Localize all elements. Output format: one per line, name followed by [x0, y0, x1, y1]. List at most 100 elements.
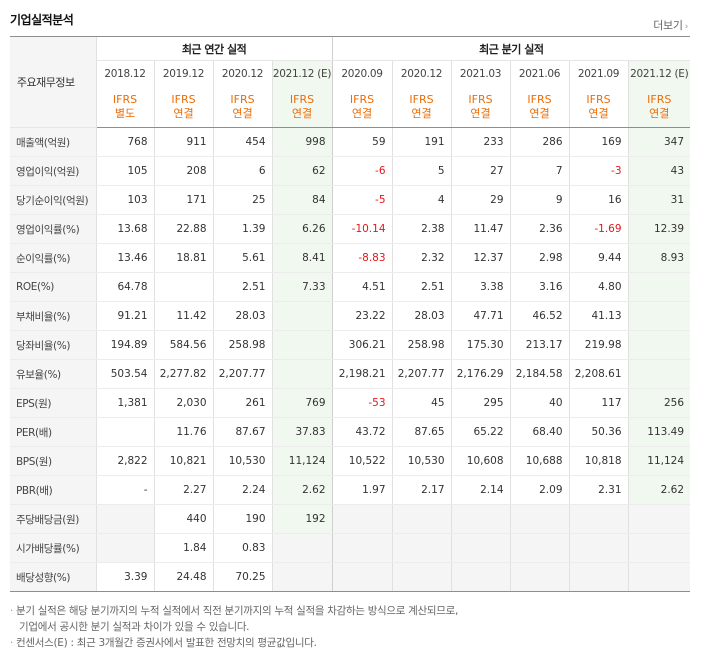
- row-label: 시가배당률(%): [10, 533, 96, 563]
- table-cell: 2.17: [391, 475, 452, 505]
- period-header: 2019.12: [153, 60, 213, 87]
- table-cell: 9.44: [568, 243, 629, 273]
- table-cell: 62: [271, 156, 333, 186]
- table-cell: 13.46: [95, 243, 154, 273]
- table-cell: 113.49: [627, 417, 691, 447]
- table-cell: 911: [153, 127, 213, 157]
- period-header: 2020.12: [391, 60, 452, 87]
- table-cell: 45: [391, 388, 452, 418]
- note-1: · 분기 실적은 해당 분기까지의 누적 실적에서 직전 분기까지의 누적 실적을…: [10, 605, 459, 617]
- table-cell: 11,124: [271, 446, 333, 476]
- table-cell: 24.48: [153, 562, 213, 592]
- table-cell: -8.83: [331, 243, 393, 273]
- table-cell: [153, 272, 213, 302]
- period-header: 2021.06: [509, 60, 570, 87]
- table-cell: 103: [95, 185, 154, 215]
- table-cell: 43: [627, 156, 691, 186]
- table-row: 배당성향(%) 3.39 24.48 70.25: [10, 562, 691, 592]
- table-cell: 2.31: [568, 475, 629, 505]
- row-label: PBR(배): [10, 475, 96, 505]
- more-link-label: 더보기: [653, 19, 683, 32]
- table-cell: 219.98: [568, 330, 629, 360]
- period-header: 2020.09: [331, 60, 393, 87]
- table-cell: 2.14: [450, 475, 511, 505]
- period-header: 2021.03: [450, 60, 511, 87]
- table-cell: 190: [212, 504, 272, 534]
- table-cell: -3: [568, 156, 629, 186]
- table-cell: 6: [212, 156, 272, 186]
- table-cell: 1.39: [212, 214, 272, 244]
- table-cell: [450, 504, 511, 534]
- table-cell: 3.16: [509, 272, 570, 302]
- table-cell: 194.89: [95, 330, 154, 360]
- table-cell: 7: [509, 156, 570, 186]
- table-cell: 12.39: [627, 214, 691, 244]
- table-cell: 4.51: [331, 272, 393, 302]
- more-link[interactable]: 더보기 ›: [653, 17, 688, 33]
- table-cell: 31: [627, 185, 691, 215]
- accounting-type-header: IFRS 연결: [153, 86, 213, 128]
- table-cell: [627, 504, 691, 534]
- table-cell: [509, 562, 570, 592]
- bullet-icon: ·: [10, 637, 14, 649]
- table-cell: [95, 533, 154, 563]
- table-cell: 2,207.77: [212, 359, 272, 389]
- table-cell: [450, 562, 511, 592]
- section-title: 기업실적분석: [10, 13, 74, 27]
- table-cell: 584.56: [153, 330, 213, 360]
- table-cell: 2.38: [391, 214, 452, 244]
- table-cell: 2,198.21: [331, 359, 393, 389]
- row-label: ROE(%): [10, 272, 96, 302]
- table-row: PBR(배) -2.27 2.24 2.62 1.97 2.17 2.14 2.09 2.31 2…: [10, 475, 691, 505]
- table-row: 순이익률(%) 13.46 18.81 5.61 8.41 -8.83 2.32 12.37 2…: [10, 243, 691, 273]
- table-cell: -10.14: [331, 214, 393, 244]
- table-cell: 40: [509, 388, 570, 418]
- table-cell: -1.69: [568, 214, 629, 244]
- table-cell: 2,184.58: [509, 359, 570, 389]
- row-label: 당좌비율(%): [10, 330, 96, 360]
- table-cell: 2.51: [391, 272, 452, 302]
- table-row: PER(배) 11.76 87.67 37.83 43.72 87.65 65.22 68.4…: [10, 417, 691, 447]
- table-cell: 2.98: [509, 243, 570, 273]
- table-cell: 503.54: [95, 359, 154, 389]
- table-cell: 2.32: [391, 243, 452, 273]
- table-row: 당좌비율(%) 194.89 584.56 258.98 306.21 258.98 175…: [10, 330, 691, 360]
- period-header: 2020.12: [212, 60, 272, 87]
- annual-group-header: 최근 연간 실적: [95, 36, 333, 61]
- table-cell: 258.98: [391, 330, 452, 360]
- footnotes: · 분기 실적은 해당 분기까지의 누적 실적에서 직전 분기까지의 누적 실적을…: [10, 603, 458, 651]
- table-cell: 70.25: [212, 562, 272, 592]
- table-cell: 27: [450, 156, 511, 186]
- table-cell: 2.24: [212, 475, 272, 505]
- table-cell: 16: [568, 185, 629, 215]
- table-cell: 10,821: [153, 446, 213, 476]
- table-cell: [568, 504, 629, 534]
- table-cell: [271, 533, 333, 563]
- table-cell: 769: [271, 388, 333, 418]
- table-cell: 117: [568, 388, 629, 418]
- table-cell: 1.84: [153, 533, 213, 563]
- table-cell: 2.27: [153, 475, 213, 505]
- table-cell: 2,030: [153, 388, 213, 418]
- row-label: 주당배당금(원): [10, 504, 96, 534]
- table-cell: [95, 504, 154, 534]
- table-cell: 4: [391, 185, 452, 215]
- table-cell: 1,381: [95, 388, 154, 418]
- table-cell: 10,530: [391, 446, 452, 476]
- table-cell: [568, 533, 629, 563]
- period-header: 2021.09: [568, 60, 629, 87]
- table-cell: 64.78: [95, 272, 154, 302]
- table-cell: 2.62: [627, 475, 691, 505]
- table-row: 시가배당률(%) 1.84 0.83: [10, 533, 691, 563]
- table-cell: [509, 504, 570, 534]
- table-cell: 998: [271, 127, 333, 157]
- table-cell: 169: [568, 127, 629, 157]
- accounting-type-header: IFRS 연결: [212, 86, 272, 128]
- table-row: EPS(원) 1,381 2,030 261 769 -53 45 295 40 117 256: [10, 388, 691, 418]
- table-cell: [627, 301, 691, 331]
- period-header: 2018.12: [95, 60, 154, 87]
- corner-header: 주요재무정보: [10, 36, 96, 128]
- table-cell: 10,608: [450, 446, 511, 476]
- row-label: BPS(원): [10, 446, 96, 476]
- note-2: · 컨센서스(E) : 최근 3개월간 증권사에서 발표한 전망치의 평균값입니다…: [10, 637, 317, 649]
